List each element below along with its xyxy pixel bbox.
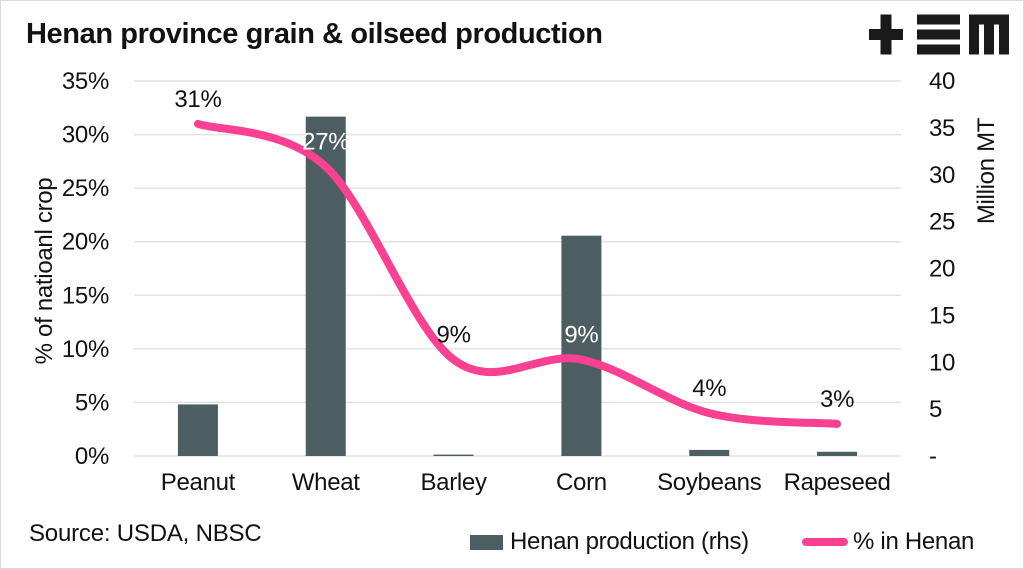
left-axis-tick-label: 35% bbox=[62, 68, 109, 95]
right-axis-tick-label: - bbox=[929, 443, 937, 470]
percent-line bbox=[193, 119, 842, 428]
category-label: Wheat bbox=[292, 469, 360, 496]
source-note: Source: USDA, NBSC bbox=[29, 520, 262, 547]
category-label: Rapeseed bbox=[784, 469, 891, 496]
logo-plus-icon bbox=[869, 14, 903, 55]
bar-wheat bbox=[305, 116, 346, 456]
legend-item-bars: Henan production (rhs) bbox=[470, 528, 749, 556]
left-axis-tick-label: 15% bbox=[62, 282, 109, 309]
legend-label-bars: Henan production (rhs) bbox=[510, 528, 749, 555]
logo-bars-icon bbox=[917, 14, 960, 55]
logo-m-icon bbox=[969, 14, 1009, 55]
legend-item-line: % in Henan bbox=[802, 528, 974, 556]
bar-barley bbox=[433, 454, 474, 456]
left-axis-tick-label: 30% bbox=[62, 122, 109, 149]
right-axis-tick-label: 35 bbox=[929, 115, 955, 142]
bar-peanut bbox=[177, 404, 218, 456]
left-axis-tick-label: 0% bbox=[75, 443, 109, 470]
bar-swatch-icon bbox=[470, 534, 503, 550]
right-axis-tick-label: 25 bbox=[929, 209, 955, 236]
left-axis-tick-label: 5% bbox=[75, 389, 109, 416]
chart-title: Henan province grain & oilseed productio… bbox=[26, 18, 603, 50]
data-label: 27% bbox=[302, 129, 349, 156]
bar-rapeseed bbox=[817, 451, 858, 456]
bar-soybeans bbox=[689, 449, 730, 456]
data-label: 9% bbox=[564, 322, 598, 349]
legend-label-line: % in Henan bbox=[853, 528, 975, 555]
right-axis-tick-label: 15 bbox=[929, 302, 955, 329]
right-axis-tick-label: 10 bbox=[929, 349, 955, 376]
category-label: Soybeans bbox=[657, 469, 762, 496]
tem-logo bbox=[869, 14, 1009, 55]
category-label: Peanut bbox=[161, 469, 236, 496]
left-axis-tick-label: 25% bbox=[62, 175, 109, 202]
category-label: Corn bbox=[556, 469, 607, 496]
left-axis-tick-label: 20% bbox=[62, 229, 109, 256]
right-axis-tick-label: 20 bbox=[929, 256, 955, 283]
line-swatch-icon bbox=[802, 538, 848, 546]
data-label: 31% bbox=[174, 86, 221, 113]
right-axis-tick-label: 40 bbox=[929, 68, 955, 95]
right-axis-tick-label: 30 bbox=[929, 162, 955, 189]
bar-corn bbox=[561, 235, 602, 456]
left-axis-tick-label: 10% bbox=[62, 336, 109, 363]
data-label: 4% bbox=[692, 375, 726, 402]
data-label: 9% bbox=[437, 322, 471, 349]
category-label: Barley bbox=[420, 469, 487, 496]
right-axis-tick-label: 5 bbox=[929, 396, 942, 423]
data-label: 3% bbox=[820, 386, 854, 413]
